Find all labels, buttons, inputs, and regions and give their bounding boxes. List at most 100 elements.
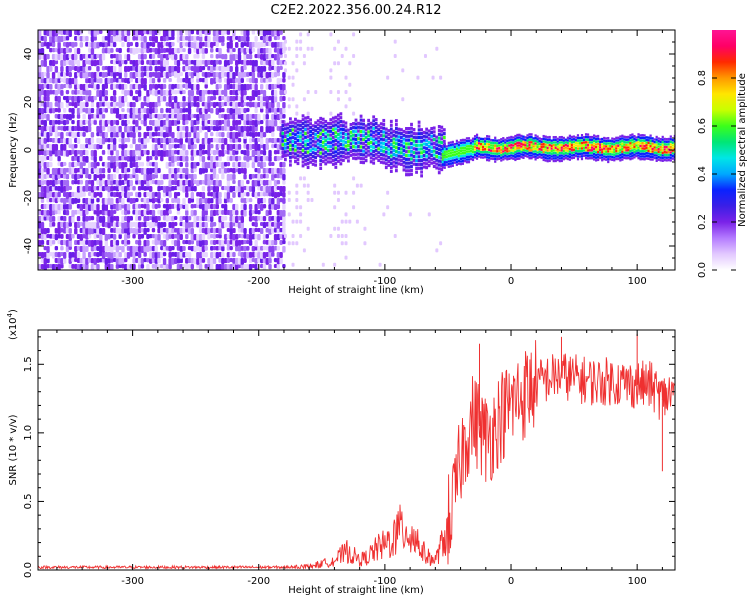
- heatmap-cell: [593, 140, 595, 142]
- heatmap-cell: [534, 140, 536, 142]
- heatmap-cell: [587, 141, 589, 143]
- heatmap-cell: [448, 155, 450, 157]
- heatmap-cell: [329, 141, 332, 144]
- heatmap-cell: [163, 84, 166, 89]
- heatmap-cell: [553, 141, 555, 143]
- heatmap-cell: [146, 138, 149, 143]
- heatmap-cell: [518, 157, 520, 159]
- heatmap-cell: [135, 198, 138, 202]
- heatmap-cell: [138, 192, 141, 197]
- heatmap-cell: [341, 220, 344, 224]
- heatmap-cell: [69, 240, 72, 247]
- heatmap-cell: [85, 102, 88, 107]
- heatmap-cell: [639, 147, 641, 149]
- heatmap-cell: [621, 135, 623, 137]
- heatmap-cell: [615, 158, 617, 160]
- heatmap-cell: [329, 118, 332, 121]
- heatmap-cell: [196, 54, 199, 59]
- heatmap-cell: [274, 96, 277, 102]
- heatmap-cell: [645, 149, 647, 151]
- heatmap-cell: [277, 246, 280, 251]
- heatmap-cell: [307, 127, 310, 130]
- heatmap-cell: [494, 137, 496, 139]
- heatmap-cell: [536, 146, 538, 148]
- heatmap-cell: [567, 155, 569, 157]
- heatmap-cell: [107, 168, 110, 173]
- heatmap-cell: [66, 120, 69, 124]
- heatmap-cell: [243, 210, 246, 217]
- heatmap-cell: [350, 146, 353, 149]
- heatmap-cell: [482, 148, 484, 150]
- heatmap-cell: [450, 160, 452, 162]
- heatmap-cell: [583, 136, 585, 138]
- heatmap-cell: [339, 120, 342, 123]
- heatmap-cell: [71, 216, 74, 223]
- heatmap-cell: [307, 90, 310, 94]
- heatmap-cell: [367, 119, 370, 122]
- heatmap-cell: [545, 149, 547, 151]
- heatmap-cell: [182, 246, 185, 251]
- heatmap-cell: [168, 192, 171, 198]
- heatmap-cell: [601, 148, 603, 150]
- heatmap-cell: [428, 152, 431, 155]
- heatmap-cell: [38, 66, 41, 72]
- heatmap-cell: [524, 139, 526, 141]
- heatmap-cell: [637, 138, 639, 140]
- heatmap-cell: [456, 140, 458, 142]
- heatmap-cell: [352, 126, 355, 129]
- heatmap-cell: [322, 133, 325, 136]
- heatmap-cell: [69, 228, 72, 234]
- heatmap-cell: [516, 152, 518, 154]
- heatmap-cell: [571, 152, 573, 154]
- heatmap-cell: [452, 162, 454, 164]
- heatmap-cell: [60, 246, 63, 251]
- heatmap-cell: [282, 186, 285, 192]
- heatmap-cell: [664, 146, 666, 148]
- heatmap-cell: [605, 137, 607, 139]
- heatmap-cell: [530, 154, 532, 156]
- heatmap-cell: [670, 146, 672, 148]
- heatmap-cell: [288, 241, 291, 245]
- heatmap-cell: [444, 167, 446, 169]
- heatmap-cell: [124, 84, 127, 89]
- heatmap-cell: [415, 151, 418, 154]
- heatmap-cell: [664, 143, 666, 145]
- heatmap-cell: [333, 184, 336, 188]
- heatmap-cell: [360, 161, 363, 164]
- heatmap-cell: [532, 150, 534, 152]
- heatmap-cell: [551, 155, 553, 157]
- heatmap-cell: [130, 90, 133, 96]
- heatmap-cell: [662, 157, 664, 159]
- heatmap-cell: [410, 154, 413, 157]
- heatmap-cell: [63, 108, 66, 113]
- heatmap-cell: [565, 152, 567, 154]
- heatmap-cell: [516, 147, 518, 149]
- heatmap-cell: [571, 146, 573, 148]
- heatmap-cell: [299, 128, 302, 131]
- heatmap-cell: [452, 141, 454, 143]
- heatmap-cell: [319, 132, 322, 135]
- heatmap-cell: [408, 139, 411, 142]
- heatmap-cell: [345, 234, 348, 238]
- heatmap-cell: [360, 126, 363, 129]
- heatmap-cell: [277, 264, 280, 269]
- heatmap-cell: [347, 132, 350, 135]
- heatmap-cell: [377, 147, 380, 150]
- heatmap-cell: [205, 222, 208, 228]
- heatmap-cell: [585, 149, 587, 151]
- heatmap-cell: [352, 191, 355, 195]
- heatmap-cell: [294, 133, 297, 136]
- heatmap-cell: [249, 204, 252, 210]
- heatmap-cell: [639, 153, 641, 155]
- heatmap-cell: [563, 150, 565, 152]
- heatmap-cell: [597, 148, 599, 150]
- heatmap-cell: [390, 151, 393, 154]
- heatmap-cell: [289, 160, 292, 163]
- heatmap-cell: [530, 139, 532, 141]
- heatmap-cell: [413, 132, 416, 135]
- heatmap-cell: [650, 148, 652, 150]
- heatmap-cell: [589, 139, 591, 141]
- heatmap-cell: [257, 114, 260, 121]
- heatmap-cell: [191, 192, 194, 199]
- heatmap-cell: [152, 228, 155, 232]
